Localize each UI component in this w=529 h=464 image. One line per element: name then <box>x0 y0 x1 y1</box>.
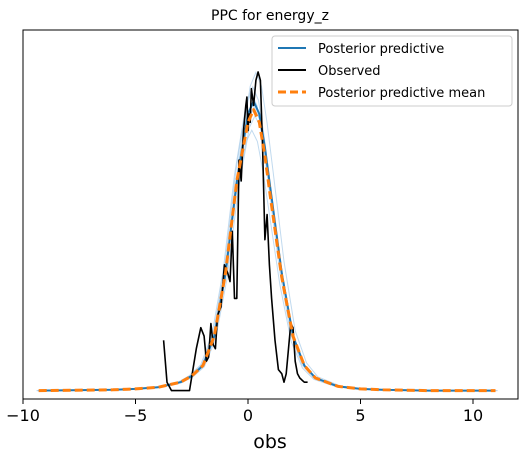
series-lines <box>38 71 496 393</box>
legend-label-observed: Observed <box>318 64 381 79</box>
x-axis-label: obs <box>253 431 287 453</box>
legend: Posterior predictive Observed Posterior … <box>271 35 513 107</box>
legend-frame <box>271 35 513 107</box>
x-tick-label: 0 <box>243 406 253 425</box>
x-tick-label: 10 <box>463 406 483 425</box>
series-line-posterior-predictive <box>38 100 496 392</box>
legend-label-posterior-predictive-mean: Posterior predictive mean <box>318 86 485 101</box>
x-tick-label: −10 <box>6 406 40 425</box>
x-tick-label: 5 <box>355 406 365 425</box>
posterior-sample-line <box>36 91 494 392</box>
plot-frame <box>22 29 519 400</box>
x-tick-label: −5 <box>124 406 148 425</box>
series-line-posterior-predictive-mean <box>38 108 496 393</box>
legend-label-posterior-predictive: Posterior predictive <box>318 42 444 57</box>
x-axis-ticks: −10 −5 0 5 10 <box>6 399 483 425</box>
series-line-observed <box>162 71 308 392</box>
posterior-sample-line <box>39 105 496 392</box>
posterior-sample-line <box>37 85 495 392</box>
chart-title: PPC for energy_z <box>211 8 329 24</box>
posterior-sample-line <box>40 71 498 392</box>
